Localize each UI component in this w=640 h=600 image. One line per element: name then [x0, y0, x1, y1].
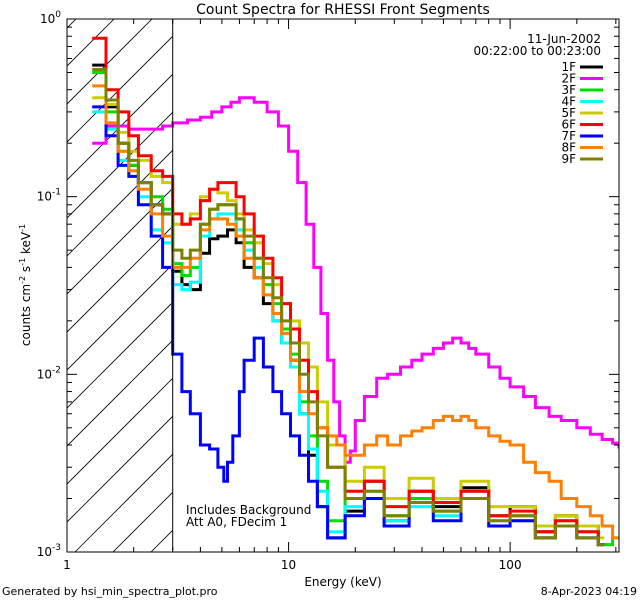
y-label-exp1: -2 — [18, 276, 27, 284]
hatch-line — [67, 19, 115, 67]
series-8F — [92, 84, 619, 540]
annotation-attenuator: Att A0, FDecim 1 — [186, 515, 287, 529]
series-6F — [92, 36, 605, 547]
annotation-background: Includes Background — [186, 503, 311, 517]
hatch-line — [67, 149, 173, 257]
legend-time-range: 00:22:00 to 00:23:00 — [474, 44, 601, 58]
y-tick-label: 10-3 — [37, 543, 61, 559]
y-label-s: s — [19, 266, 33, 276]
legend-label-9F: 9F — [561, 152, 576, 166]
y-axis-label: counts cm-2 s-1 keV-1 — [18, 224, 33, 346]
x-tick-label: 1 — [63, 558, 71, 572]
shaded-energy-region — [67, 19, 173, 552]
y-tick-label: 10-1 — [37, 188, 61, 204]
hatch-line — [67, 377, 173, 485]
chart-title: Count Spectra for RHESSI Front Segments — [196, 2, 490, 18]
legend-label-7F: 7F — [561, 129, 576, 143]
legend-label-4F: 4F — [561, 95, 576, 109]
legend-label-8F: 8F — [561, 141, 576, 155]
legend-label-3F: 3F — [561, 83, 576, 97]
y-label-kev: keV — [19, 231, 33, 258]
footer-timestamp: 8-Apr-2023 04:19 — [541, 585, 637, 598]
legend-label-1F: 1F — [561, 60, 576, 74]
legend-label-6F: 6F — [561, 118, 576, 132]
x-tick-label: 10 — [281, 558, 296, 572]
y-label-counts: counts cm — [19, 284, 33, 346]
hatch-line — [67, 35, 173, 143]
x-axis-label: Energy (keV) — [304, 575, 381, 589]
legend-label-2F: 2F — [561, 72, 576, 86]
series-2F — [92, 96, 619, 464]
series-9F — [92, 68, 605, 547]
hatch-line — [67, 415, 173, 523]
hatch-line — [67, 225, 173, 333]
y-label-exp2: -1 — [18, 258, 27, 266]
plot-frame — [66, 18, 620, 553]
series-5F — [92, 96, 605, 540]
legend-date: 11-Jun-2002 — [527, 32, 601, 46]
x-tick-label: 100 — [499, 558, 522, 572]
hatch-line — [67, 19, 153, 105]
hatch-line — [67, 187, 173, 295]
y-tick-label: 100 — [40, 10, 61, 26]
footer-generated-by: Generated by hsi_min_spectra_plot.pro — [2, 585, 218, 598]
y-label-exp3: -1 — [18, 224, 27, 232]
y-tick-label: 10-2 — [37, 365, 61, 381]
legend-label-5F: 5F — [561, 106, 576, 120]
